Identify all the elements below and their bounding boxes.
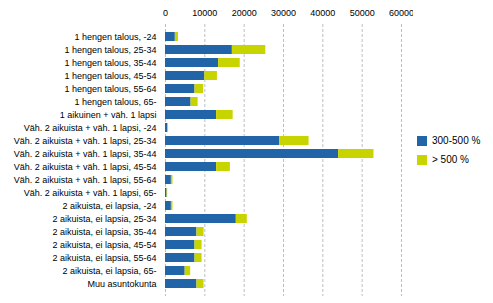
html-text:300-500 %: 300-500 % xyxy=(432,135,481,146)
svg-text:1 hengen talous, 45-54: 1 hengen talous, 45-54 xyxy=(64,71,156,81)
svg-text:2 aikuista, ei lapsia, -24: 2 aikuista, ei lapsia, -24 xyxy=(62,201,156,211)
svg-text:Väh. 2 aikuista + väh. 1 lapsi: Väh. 2 aikuista + väh. 1 lapsi, -24 xyxy=(24,123,157,133)
svg-text:Muu asuntokunta: Muu asuntokunta xyxy=(87,279,156,289)
svg-text:Väh. 2 aikuista + väh. 1 lapsi: Väh. 2 aikuista + väh. 1 lapsi, 55-64 xyxy=(14,175,157,185)
svg-text:50000: 50000 xyxy=(350,8,375,18)
svg-text:1 hengen talous, 65-: 1 hengen talous, 65- xyxy=(74,97,156,107)
svg-text:20000: 20000 xyxy=(232,8,257,18)
svg-text:1 hengen talous, 25-34: 1 hengen talous, 25-34 xyxy=(64,45,156,55)
svg-text:0: 0 xyxy=(163,8,168,18)
svg-text:1 hengen talous, -24: 1 hengen talous, -24 xyxy=(74,32,156,42)
html-text:> 500 %: > 500 % xyxy=(432,154,469,165)
svg-text:2 aikuista, ei lapsia, 45-54: 2 aikuista, ei lapsia, 45-54 xyxy=(52,240,156,250)
svg-text:30000: 30000 xyxy=(271,8,296,18)
svg-text:Väh. 2 aikuista + väh. 1 lapsi: Väh. 2 aikuista + väh. 1 lapsi, 25-34 xyxy=(14,136,157,146)
svg-text:Väh. 2 aikuista + väh. 1 lapsi: Väh. 2 aikuista + väh. 1 lapsi, 35-44 xyxy=(14,149,157,159)
svg-text:1 hengen talous, 55-64: 1 hengen talous, 55-64 xyxy=(64,84,156,94)
svg-text:1 hengen talous, 35-44: 1 hengen talous, 35-44 xyxy=(64,58,156,68)
svg-text:2 aikuista, ei lapsia, 35-44: 2 aikuista, ei lapsia, 35-44 xyxy=(52,227,156,237)
svg-text:60000: 60000 xyxy=(389,8,413,18)
svg-text:2 aikuista, ei lapsia, 55-64: 2 aikuista, ei lapsia, 55-64 xyxy=(52,253,156,263)
svg-text:2 aikuista, ei lapsia, 65-: 2 aikuista, ei lapsia, 65- xyxy=(62,266,156,276)
svg-text:2 aikuista, ei lapsia, 25-34: 2 aikuista, ei lapsia, 25-34 xyxy=(52,214,156,224)
svg-text:Väh. 2 aikuista + väh. 1 lapsi: Väh. 2 aikuista + väh. 1 lapsi, 65- xyxy=(24,188,157,198)
svg-text:40000: 40000 xyxy=(310,8,335,18)
svg-text:10000: 10000 xyxy=(192,8,217,18)
svg-text:1 aikuinen + väh. 1 lapsi: 1 aikuinen + väh. 1 lapsi xyxy=(60,110,157,120)
svg-text:Väh. 2 aikuista + väh. 1 lapsi: Väh. 2 aikuista + väh. 1 lapsi, 45-54 xyxy=(14,162,157,172)
